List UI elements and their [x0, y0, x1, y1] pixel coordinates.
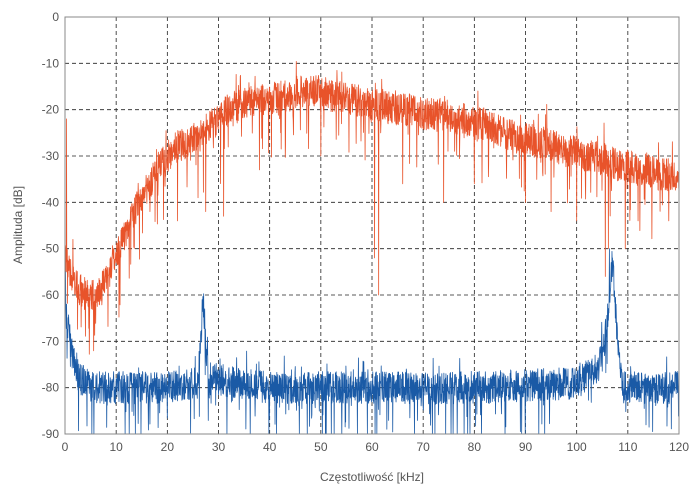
x-tick-label: 30 [212, 440, 226, 454]
x-tick-label: 0 [62, 440, 69, 454]
y-tick-label: -20 [42, 103, 60, 117]
x-tick-label: 70 [416, 440, 430, 454]
x-tick-labels: 0 10 20 30 40 50 60 70 80 90 100 110 120 [62, 440, 690, 454]
x-tick-label: 90 [519, 440, 533, 454]
y-tick-label: -30 [42, 149, 60, 163]
y-tick-label: -40 [42, 195, 60, 209]
x-tick-label: 40 [263, 440, 277, 454]
x-tick-label: 120 [669, 440, 689, 454]
y-tick-labels: 0 -10 -20 -30 -40 -50 -60 -70 -80 -90 [42, 10, 60, 441]
y-tick-label: -70 [42, 334, 60, 348]
y-tick-label: -60 [42, 288, 60, 302]
x-tick-label: 10 [109, 440, 123, 454]
x-tick-label: 100 [567, 440, 587, 454]
y-tick-label: -10 [42, 56, 60, 70]
x-tick-label: 110 [618, 440, 637, 454]
y-axis-label: Amplituda [dB] [11, 186, 25, 264]
series-line-upper [65, 60, 679, 355]
x-tick-label: 20 [161, 440, 175, 454]
series-line-lower [65, 248, 679, 434]
y-tick-label: -90 [42, 427, 60, 441]
x-tick-label: 80 [468, 440, 482, 454]
series-layer [65, 60, 679, 434]
y-tick-label: 0 [52, 10, 59, 24]
x-tick-label: 50 [314, 440, 328, 454]
y-tick-label: -80 [42, 381, 60, 395]
x-axis-label: Częstotliwość [kHz] [320, 470, 424, 484]
y-tick-label: -50 [42, 242, 60, 256]
x-tick-label: 60 [365, 440, 379, 454]
plot-frame [64, 16, 680, 435]
